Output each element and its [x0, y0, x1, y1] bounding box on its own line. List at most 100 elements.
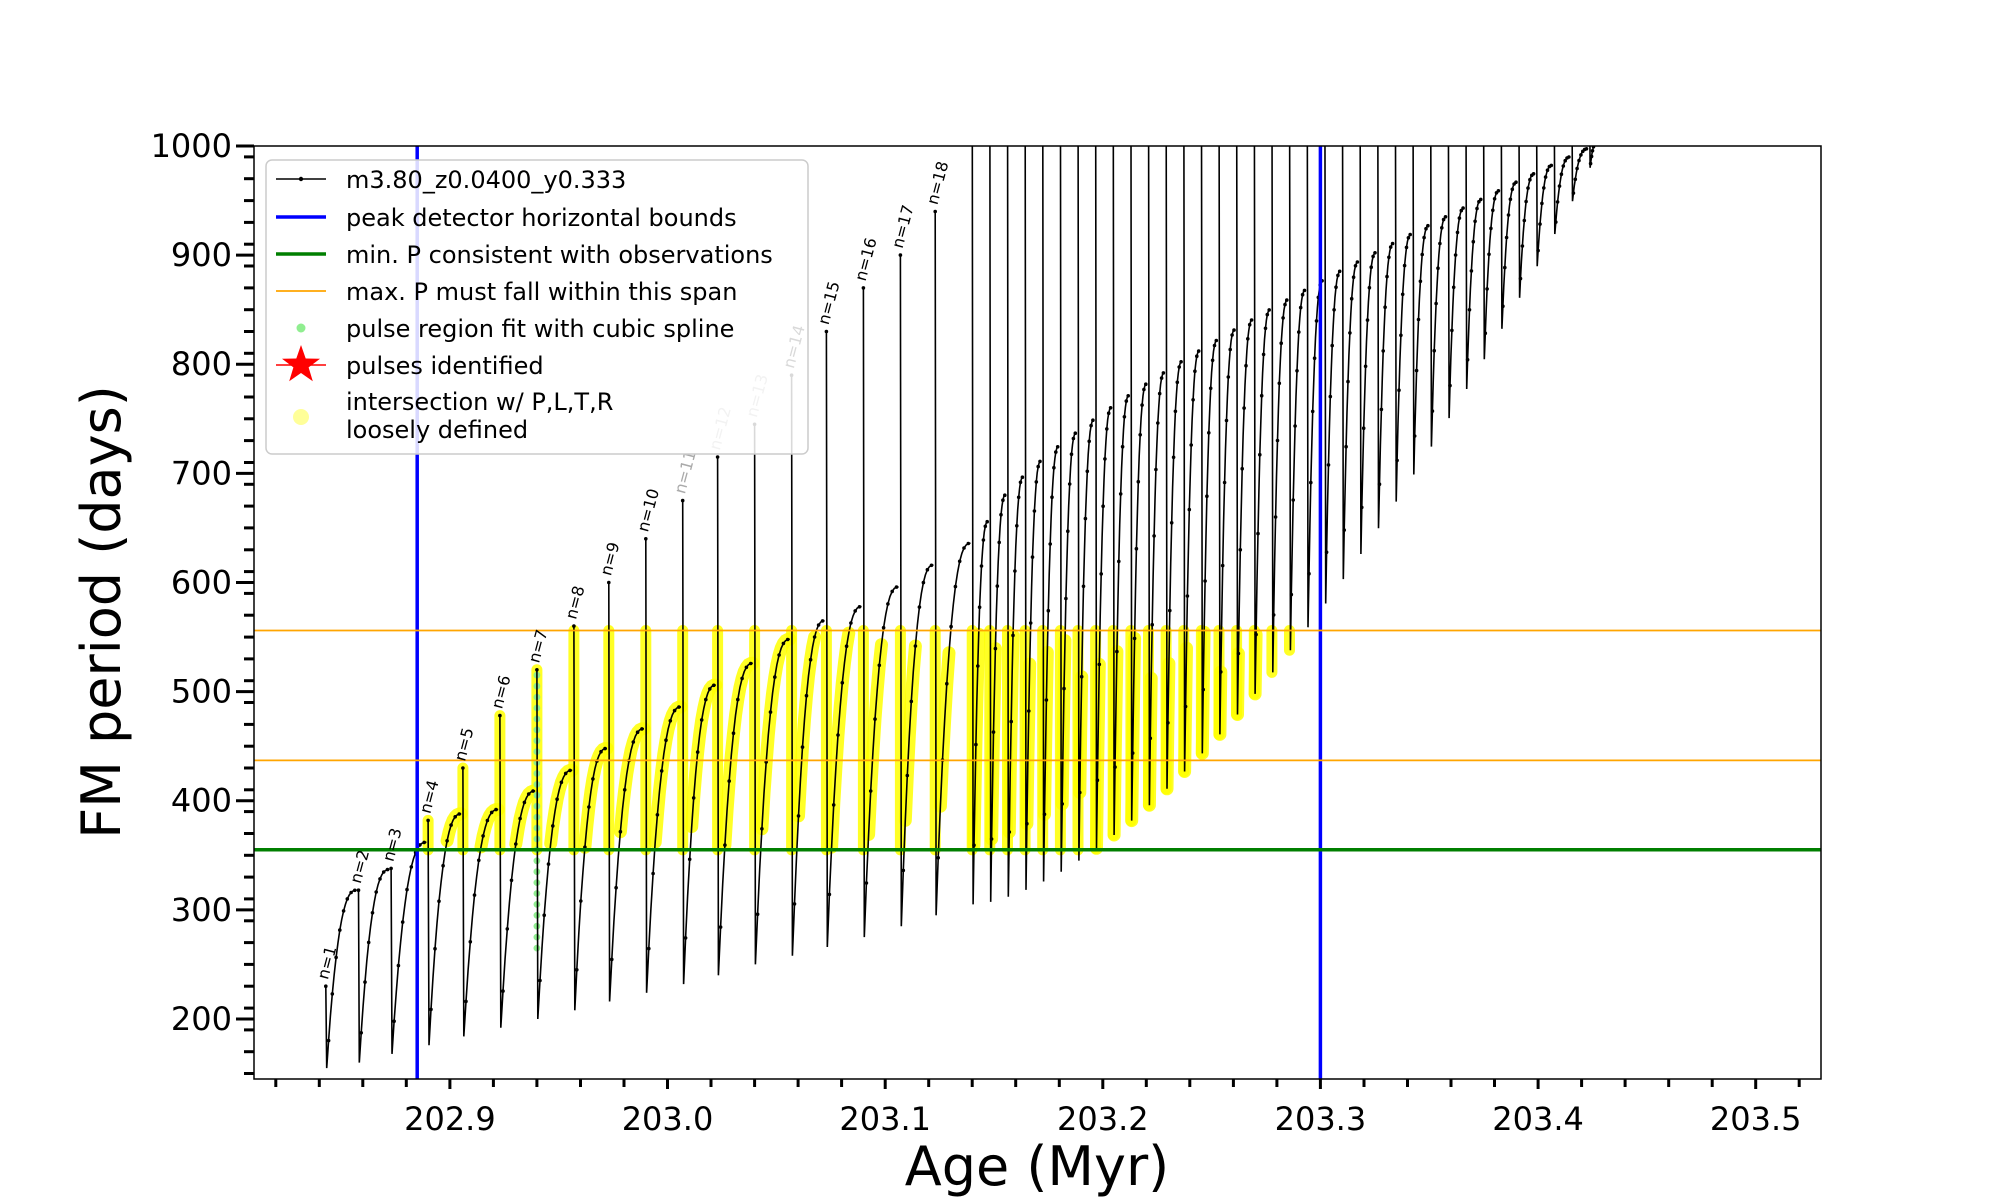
track-point — [378, 877, 382, 881]
legend-entry-max-span: max. P must fall within this span — [276, 278, 737, 306]
track-point — [464, 999, 468, 1004]
track-point — [1365, 318, 1370, 322]
track-point — [1520, 244, 1525, 248]
track-point — [1584, 147, 1589, 151]
track-point — [1111, 35, 1115, 39]
track-point — [1283, 302, 1287, 307]
track-point — [1571, 191, 1576, 195]
track-point — [1323, 35, 1327, 39]
track-point — [1089, 423, 1093, 428]
track-point — [715, 455, 720, 459]
track-point — [1062, 686, 1066, 691]
track-point — [1536, 248, 1540, 253]
track-point — [614, 885, 618, 890]
track-point — [579, 899, 583, 903]
track-point — [618, 829, 623, 834]
track-point — [551, 824, 555, 828]
track-point — [727, 779, 731, 783]
track-point — [374, 890, 379, 894]
track-point — [1263, 326, 1268, 331]
track-point — [1390, 241, 1395, 246]
track-point — [1330, 343, 1334, 348]
pulse-track-segment — [1341, 146, 1359, 580]
track-point — [1200, 35, 1204, 39]
track-point — [970, 35, 974, 39]
pulse-track-segment — [1253, 146, 1271, 694]
track-point — [1482, 35, 1486, 39]
track-point — [1270, 35, 1274, 39]
track-point — [1236, 651, 1241, 656]
track-point — [1052, 465, 1056, 470]
track-point — [1079, 674, 1084, 679]
track-point — [1344, 444, 1348, 449]
track-point — [1464, 35, 1468, 39]
track-point — [1358, 35, 1362, 39]
track-point — [330, 992, 335, 996]
track-point — [1271, 613, 1276, 617]
track-point — [1166, 721, 1170, 725]
track-point — [808, 657, 813, 662]
track-point — [572, 624, 576, 628]
track-point — [1122, 415, 1127, 419]
track-point — [1411, 35, 1415, 39]
pulse-track-segment — [1465, 146, 1482, 390]
track-point — [755, 912, 760, 916]
track-point — [1083, 516, 1088, 521]
track-point — [1377, 482, 1382, 487]
track-point — [1552, 35, 1556, 39]
track-point — [610, 957, 614, 962]
track-point — [1309, 480, 1313, 485]
track-point — [494, 807, 498, 812]
legend-label-intersection: intersection w/ P,L,T,R — [346, 388, 613, 416]
track-point — [1103, 457, 1107, 461]
track-point — [481, 834, 485, 838]
pulse-track-segment — [1553, 146, 1570, 235]
track-point — [1242, 406, 1246, 410]
track-point — [953, 584, 958, 589]
pulse-track-segment — [1430, 146, 1447, 447]
track-point — [1473, 219, 1477, 224]
y-tick-label: 300 — [171, 891, 232, 929]
track-point — [1424, 226, 1428, 231]
track-point — [1249, 318, 1254, 322]
track-point — [844, 644, 849, 648]
track-point — [687, 857, 692, 862]
track-point — [1179, 360, 1183, 364]
track-point — [1373, 251, 1377, 255]
track-point — [1506, 213, 1511, 217]
pulse-label: n=5 — [450, 726, 477, 764]
legend-label-spline: pulse region fit with cubic spline — [346, 315, 734, 343]
track-point — [1015, 524, 1019, 528]
track-point — [1469, 269, 1474, 273]
legend-entry-min-period: min. P consistent with observations — [276, 241, 773, 269]
track-point — [1360, 505, 1364, 510]
track-point — [1138, 433, 1142, 437]
track-point — [531, 789, 535, 793]
track-point — [472, 893, 477, 897]
track-point — [1013, 569, 1017, 573]
track-point — [1027, 709, 1031, 713]
track-point — [1307, 571, 1311, 576]
track-point — [1159, 376, 1164, 380]
track-point — [1108, 406, 1113, 410]
track-point — [1256, 531, 1260, 536]
track-point — [1091, 418, 1095, 423]
track-point — [1305, 35, 1309, 39]
pulse-label: n=8 — [561, 584, 588, 622]
track-point — [1205, 494, 1209, 499]
track-point — [1429, 35, 1433, 39]
track-point — [1030, 555, 1035, 559]
track-point — [881, 625, 886, 630]
track-point — [518, 816, 522, 821]
track-point — [831, 803, 836, 807]
track-point — [1032, 509, 1037, 513]
track-point — [1126, 394, 1130, 398]
track-point — [1379, 407, 1384, 412]
track-point — [1587, 35, 1591, 39]
track-point — [1376, 35, 1380, 39]
track-point — [1577, 158, 1581, 163]
track-point — [1025, 821, 1029, 826]
track-point — [890, 589, 894, 594]
track-point — [575, 968, 579, 972]
track-point — [1298, 305, 1303, 310]
